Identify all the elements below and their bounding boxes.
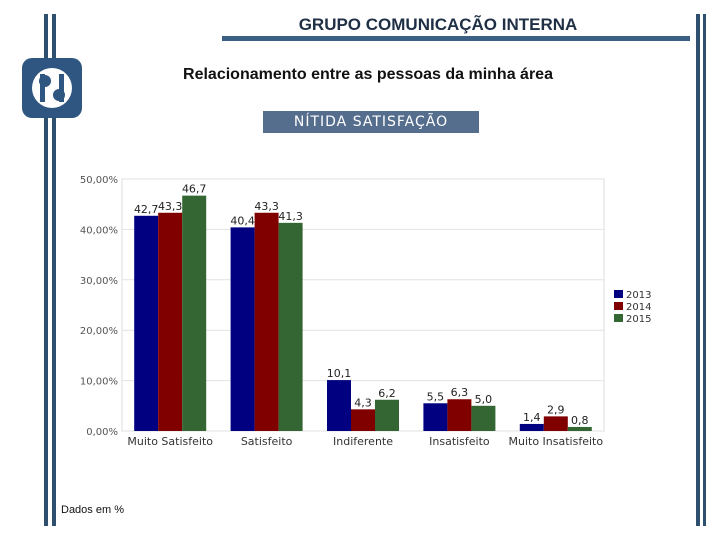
data-label: 2,9 <box>547 403 565 416</box>
legend-label: 2015 <box>626 314 651 325</box>
company-logo <box>22 58 82 118</box>
x-tick-label: Muito Satisfeito <box>127 435 213 448</box>
data-label: 46,7 <box>182 183 207 196</box>
bar-2013 <box>230 227 255 431</box>
data-label: 4,3 <box>354 396 372 409</box>
legend-label: 2014 <box>626 302 651 313</box>
frame-bar-right-outer <box>696 14 700 526</box>
bar-2014 <box>447 399 472 431</box>
legend-swatch-2014 <box>614 302 623 310</box>
bar-2013 <box>327 380 351 431</box>
bar-2015 <box>567 426 592 431</box>
plot-area <box>121 178 605 432</box>
data-label: 1,4 <box>523 411 541 424</box>
slide-subtitle: Relacionamento entre as pessoas da minha… <box>183 66 553 83</box>
frame-bar-left-inner <box>52 14 56 526</box>
x-tick-label: Satisfeito <box>241 435 293 448</box>
x-tick-label: Insatisfeito <box>429 435 490 448</box>
bar-2014 <box>254 212 279 431</box>
y-tick-label: 0,00% <box>86 427 118 438</box>
data-label: 40,4 <box>230 214 255 227</box>
header-title: GRUPO COMUNICAÇÃO INTERNA <box>298 15 578 34</box>
y-tick-label: 20,00% <box>80 326 118 337</box>
header-rule <box>222 36 690 41</box>
bar-2014 <box>543 416 568 431</box>
data-label: 6,2 <box>378 387 396 400</box>
x-tick-label: Muito Insatisfeito <box>509 435 604 448</box>
data-label: 5,0 <box>475 393 493 406</box>
bar-2013 <box>134 215 159 431</box>
bar-2015 <box>471 405 496 431</box>
bar-2013 <box>423 403 448 431</box>
data-label: 6,3 <box>451 386 469 399</box>
data-label: 10,1 <box>327 367 352 380</box>
bar-2014 <box>351 409 375 431</box>
bar-2015 <box>278 222 303 431</box>
legend-label: 2013 <box>626 290 651 301</box>
frame-bar-left-outer <box>44 14 48 526</box>
footnote: Dados em % <box>61 504 124 516</box>
data-label: 43,3 <box>158 200 183 213</box>
data-label: 41,3 <box>278 210 303 223</box>
x-tick-label: Indiferente <box>333 435 393 448</box>
bar-2014 <box>158 212 183 431</box>
y-tick-label: 40,00% <box>80 225 118 236</box>
bar-2013 <box>519 423 544 431</box>
section-banner: NÍTIDA SATISFAÇÃO <box>263 111 479 133</box>
y-tick-label: 30,00% <box>80 276 118 287</box>
frame-bar-right-inner <box>703 14 706 526</box>
y-tick-label: 50,00% <box>80 175 118 186</box>
legend-swatch-2013 <box>614 290 623 298</box>
bar-2015 <box>182 195 207 431</box>
data-label: 5,5 <box>427 390 445 403</box>
y-tick-label: 10,00% <box>80 377 118 388</box>
data-label: 0,8 <box>571 414 589 427</box>
data-label: 42,7 <box>134 203 159 216</box>
legend-swatch-2015 <box>614 314 623 322</box>
bar-2015 <box>375 399 399 431</box>
data-label: 43,3 <box>254 200 279 213</box>
